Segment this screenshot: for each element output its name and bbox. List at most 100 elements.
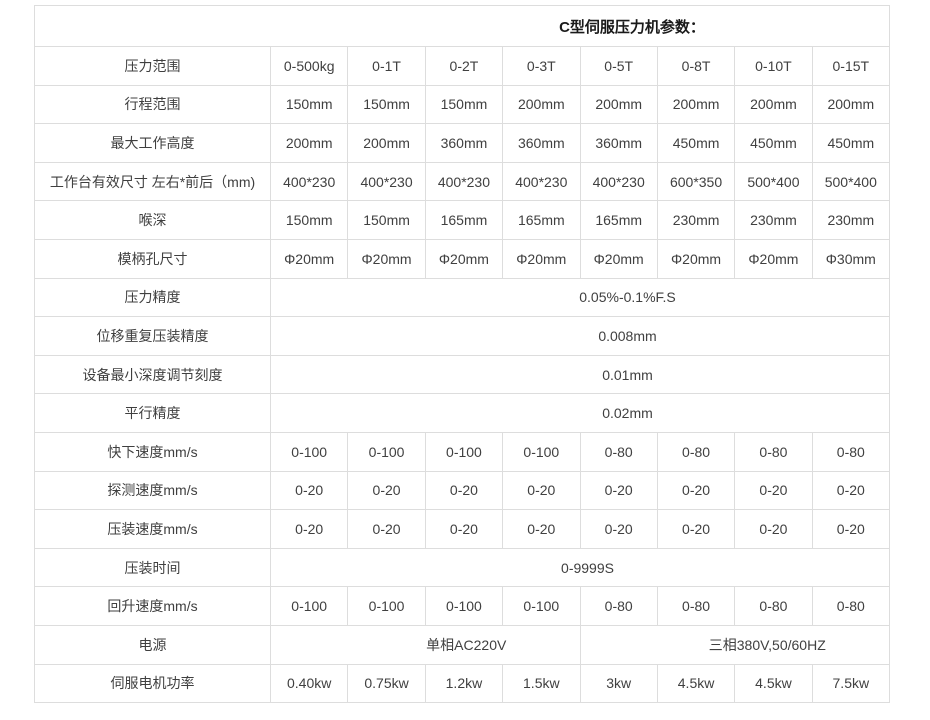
value-cell: 200mm — [269, 123, 349, 163]
value-cell: 0-100 — [424, 586, 504, 626]
row-label-cell: 模柄孔尺寸 — [34, 238, 271, 279]
value-cell: 230mm — [734, 200, 813, 240]
value-cell: 450mm — [734, 123, 813, 163]
value-cell: 0-20 — [347, 470, 426, 511]
table-row: 行程范围 150mm 150mm 150mm 200mm 200mm 200mm 200mm 2… — [34, 84, 891, 125]
value-cell: 500*400 — [811, 161, 891, 202]
value-cell: 360mm — [502, 123, 581, 163]
value-cell: 4.5kw — [734, 663, 813, 704]
table-row: 探测速度mm/s 0-20 0-20 0-20 0-20 0-20 0-20 0-20 0-20 — [34, 470, 891, 511]
value-cell: 0.01mm — [270, 354, 890, 395]
table-row: 压装速度mm/s 0-20 0-20 0-20 0-20 0-20 0-20 0-20 0-20 — [34, 509, 891, 549]
value-cell: 0-20 — [811, 509, 891, 549]
value-cell: 0-80 — [656, 431, 736, 472]
value-cell: Φ20mm — [424, 238, 504, 279]
value-cell: 1.5kw — [502, 663, 581, 704]
row-label-cell: 压力范围 — [34, 46, 271, 86]
value-cell: 3kw — [579, 663, 658, 704]
value-cell: 0-9999S — [270, 547, 890, 588]
value-cell: 7.5kw — [811, 663, 891, 704]
value-cell: Φ20mm — [502, 238, 581, 279]
value-cell: 4.5kw — [656, 663, 736, 704]
row-label-cell: 位移重复压装精度 — [34, 316, 271, 356]
value-cell: 360mm — [424, 123, 504, 163]
value-cell: 0-80 — [579, 431, 658, 472]
table-row: 电源 单相AC220V 三相380V,50/60HZ — [34, 624, 890, 665]
page-title: C型伺服压力机参数： — [34, 5, 890, 47]
table-row: 设备最小深度调节刻度 0.01mm — [34, 354, 890, 395]
value-cell: Φ20mm — [269, 238, 349, 279]
table-row: 模柄孔尺寸 Φ20mm Φ20mm Φ20mm Φ20mm Φ20mm Φ20mm Φ20mm… — [34, 238, 891, 279]
row-label-cell: 最大工作高度 — [34, 123, 271, 163]
value-cell: 0-2T — [424, 46, 504, 86]
value-cell: 0-20 — [656, 509, 736, 549]
value-cell: 0-20 — [424, 509, 504, 549]
table-row: 位移重复压装精度 0.008mm — [34, 316, 890, 356]
value-cell: 400*230 — [424, 161, 504, 202]
value-cell: 0-80 — [579, 586, 658, 626]
value-cell: 600*350 — [656, 161, 736, 202]
value-cell: 0-20 — [734, 509, 813, 549]
value-cell: 500*400 — [734, 161, 813, 202]
value-cell: 0-100 — [347, 431, 426, 472]
row-label-cell: 探测速度mm/s — [34, 470, 271, 511]
value-cell: 200mm — [811, 84, 891, 125]
value-cell: 450mm — [656, 123, 736, 163]
table-row: 回升速度mm/s 0-100 0-100 0-100 0-100 0-80 0-80 0-80… — [34, 586, 891, 626]
value-cell: 400*230 — [347, 161, 426, 202]
row-label-cell: 行程范围 — [34, 84, 271, 125]
value-cell: 165mm — [502, 200, 581, 240]
row-label-cell: 设备最小深度调节刻度 — [34, 354, 271, 395]
value-cell: Φ30mm — [811, 238, 891, 279]
table-row: 压力范围 0-500kg 0-1T 0-2T 0-3T 0-5T 0-8T 0-10T 0-15… — [34, 46, 891, 86]
table-row: 伺服电机功率 0.40kw 0.75kw 1.2kw 1.5kw 3kw 4.5kw 4.5k… — [34, 663, 891, 704]
value-cell: 150mm — [269, 200, 349, 240]
value-cell: 1.2kw — [424, 663, 504, 704]
value-cell: 200mm — [347, 123, 426, 163]
value-cell: 0-20 — [656, 470, 736, 511]
value-cell: 0-20 — [734, 470, 813, 511]
value-cell: 0.02mm — [270, 393, 890, 433]
value-cell: 0-100 — [347, 586, 426, 626]
value-cell: 三相380V,50/60HZ — [579, 624, 890, 665]
value-cell: 200mm — [656, 84, 736, 125]
value-cell: 0-80 — [734, 586, 813, 626]
value-cell: 200mm — [502, 84, 581, 125]
value-cell: Φ20mm — [347, 238, 426, 279]
value-cell: 0-80 — [811, 431, 891, 472]
row-label-cell: 压装时间 — [34, 547, 271, 588]
value-cell: 0-20 — [502, 470, 581, 511]
row-label-cell: 压力精度 — [34, 277, 271, 318]
value-cell: 0-100 — [424, 431, 504, 472]
value-cell: 150mm — [347, 200, 426, 240]
row-label-cell: 工作台有效尺寸 左右*前后（mm) — [34, 161, 271, 202]
table-row: 平行精度 0.02mm — [34, 393, 890, 433]
table-row: 最大工作高度 200mm 200mm 360mm 360mm 360mm 450mm 450m… — [34, 123, 891, 163]
value-cell: 150mm — [347, 84, 426, 125]
value-cell: 0-15T — [811, 46, 891, 86]
value-cell: 0-20 — [579, 509, 658, 549]
row-label-cell: 回升速度mm/s — [34, 586, 271, 626]
value-cell: 0-20 — [269, 509, 349, 549]
value-cell: 0-8T — [656, 46, 736, 86]
table-row: 工作台有效尺寸 左右*前后（mm) 400*230 400*230 400*230 40… — [34, 161, 891, 202]
table-row: 压装时间 0-9999S — [34, 547, 890, 588]
row-label-cell: 喉深 — [34, 200, 271, 240]
row-label-cell: 电源 — [34, 624, 271, 665]
value-cell: 150mm — [424, 84, 504, 125]
spec-table: C型伺服压力机参数： 压力范围 0-500kg 0-1T 0-2T 0-3T 0-5T 0-… — [34, 5, 891, 704]
value-cell: 450mm — [811, 123, 891, 163]
row-label-cell: 平行精度 — [34, 393, 271, 433]
value-cell: 360mm — [579, 123, 658, 163]
value-cell: 0-20 — [424, 470, 504, 511]
value-cell: 400*230 — [502, 161, 581, 202]
value-cell: 0-20 — [579, 470, 658, 511]
value-cell: 0-5T — [579, 46, 658, 86]
value-cell: 0-20 — [811, 470, 891, 511]
value-cell: 0-100 — [502, 586, 581, 626]
value-cell: 0-500kg — [269, 46, 349, 86]
value-cell: 0.40kw — [269, 663, 349, 704]
value-cell: 0-20 — [347, 509, 426, 549]
table-row: 喉深 150mm 150mm 165mm 165mm 165mm 230mm 230mm 230… — [34, 200, 891, 240]
value-cell: 0-100 — [502, 431, 581, 472]
